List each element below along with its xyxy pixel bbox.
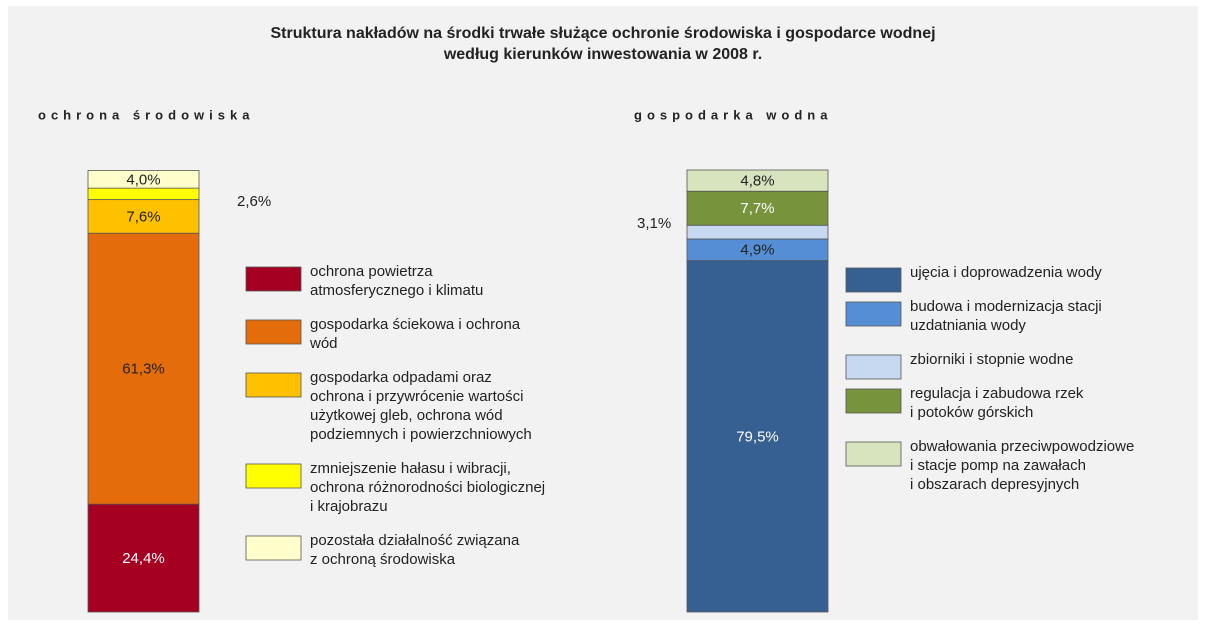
legend-label: i stacje pomp na zawałach [910,457,1086,474]
legend-label: i krajobrazu [310,498,388,515]
bar-segment [87,187,200,201]
legend-label: i potoków górskich [910,404,1033,421]
data-label: 7,6% [126,208,160,225]
legend-label: użytkowej gleb, ochrona wód [310,407,503,424]
data-label: 24,4% [122,550,165,567]
bar-segment [87,503,200,613]
legend-label: z ochroną środowiska [310,551,456,568]
legend-swatch [845,354,902,380]
legend-label: zmniejszenie hałasu i wibracji, [310,460,511,477]
legend-label: ujęcia i doprowadzenia wody [910,264,1102,281]
legend-label: ochrona różnorodności biologicznej [310,479,545,496]
data-label: 4,0% [126,171,160,188]
data-label: 7,7% [740,200,774,217]
legend-swatch [245,463,302,489]
legend-swatch [845,441,902,467]
data-label: 61,3% [122,361,165,378]
bar-segment [87,170,200,189]
legend-label: atmosferycznego i klimatu [310,282,483,299]
legend-label: gospodarka odpadami oraz [310,369,492,386]
legend-label: pozostała działalność związana [310,532,520,549]
legend-swatch [245,372,302,398]
legend-label: gospodarka ściekowa i ochrona [310,316,521,333]
legend-label: ochrona i przywrócenie wartości [310,388,523,405]
data-label: 4,8% [740,173,774,190]
legend-label: uzdatniania wody [910,317,1026,334]
data-label: 2,6% [237,193,271,210]
chart-subtitle: ochrona środowiska [38,107,254,122]
chart-subtitle: gospodarka wodna [634,107,832,122]
chart-title: według kierunków inwestowania w 2008 r. [443,46,762,63]
bar-segment [87,199,200,234]
chart-title: Struktura nakładów na środki trwałe służ… [270,25,935,42]
legend-swatch [845,267,902,293]
data-label: 3,1% [637,215,671,232]
legend-label: wód [309,335,338,352]
legend-label: ochrona powietrza [310,263,433,280]
bar-segment [686,190,829,226]
legend-swatch [845,301,902,327]
legend-label: budowa i modernizacja stacji [910,298,1102,315]
legend-label: podziemnych i powierzchniowych [310,426,532,443]
legend-swatch [845,388,902,414]
legend-label: zbiorniki i stopnie wodne [910,351,1073,368]
data-label: 4,9% [740,242,774,259]
data-label: 79,5% [736,428,779,445]
legend-swatch [245,535,302,561]
legend-label: regulacja i zabudowa rzek [910,385,1084,402]
bar-segment [686,169,829,192]
legend-swatch [245,319,302,345]
legend-swatch [245,266,302,292]
legend-label: i obszarach depresyjnych [910,476,1079,493]
legend-label: obwałowania przeciwpowodziowe [910,438,1134,455]
bar-segment [686,224,829,240]
panel [8,6,1198,620]
